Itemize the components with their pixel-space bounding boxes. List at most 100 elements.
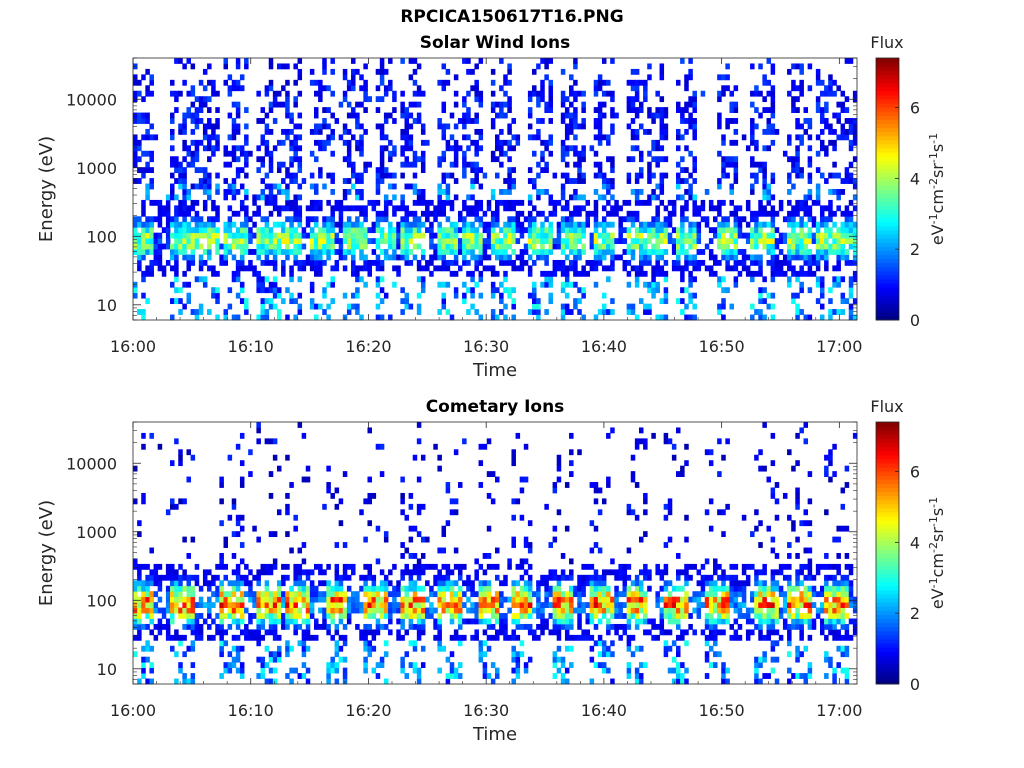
heatmap-cell — [511, 460, 516, 467]
heatmap-cell — [338, 205, 344, 212]
heatmap-cell — [544, 167, 549, 174]
heatmap-cell — [309, 303, 315, 310]
heatmap-cell — [141, 276, 146, 283]
heatmap-cell — [791, 254, 796, 261]
heatmap-cell — [819, 172, 825, 179]
heatmap-cell — [626, 281, 632, 288]
heatmap-cell — [593, 569, 599, 576]
heatmap-cell — [149, 547, 154, 554]
heatmap-cell — [420, 128, 426, 135]
heatmap-cell — [281, 618, 286, 625]
heatmap-cell — [207, 189, 212, 195]
heatmap-cell — [474, 118, 479, 124]
heatmap-cell — [511, 265, 516, 272]
heatmap-cell — [137, 79, 142, 86]
heatmap-cell — [322, 309, 327, 315]
heatmap-cell — [750, 303, 755, 310]
heatmap-cell — [363, 96, 368, 103]
heatmap-cell — [515, 238, 521, 244]
heatmap-cell — [593, 221, 599, 228]
heatmap-cell — [141, 596, 146, 603]
heatmap-cell — [375, 292, 381, 299]
heatmap-cell — [569, 618, 574, 625]
heatmap-cell — [355, 227, 360, 234]
heatmap-cell — [770, 90, 776, 97]
heatmap-cell — [844, 227, 850, 234]
heatmap-cell — [601, 607, 607, 614]
heatmap-cell — [363, 281, 368, 288]
heatmap-cell — [758, 292, 763, 299]
heatmap-cell — [647, 112, 652, 119]
heatmap-cell — [297, 194, 303, 201]
heatmap-cell — [511, 656, 516, 663]
heatmap-cell — [643, 85, 648, 92]
heatmap-cell — [314, 270, 319, 277]
heatmap-cell — [272, 629, 278, 636]
heatmap-cell — [400, 613, 405, 619]
heatmap-cell — [379, 227, 385, 234]
heatmap-cell — [383, 118, 389, 124]
heatmap-cell — [733, 101, 739, 108]
heatmap-cell — [811, 270, 817, 277]
heatmap-cell — [416, 613, 422, 619]
heatmap-cell — [178, 178, 183, 184]
heatmap-cell — [211, 574, 216, 581]
heatmap-cell — [680, 309, 685, 315]
heatmap-cell — [774, 210, 780, 217]
heatmap-cell — [519, 514, 525, 521]
heatmap-cell — [803, 194, 809, 201]
heatmap-cell — [634, 79, 640, 86]
heatmap-cell — [141, 118, 146, 124]
heatmap-cell — [342, 640, 348, 647]
heatmap-cell — [207, 613, 212, 619]
heatmap-cell — [532, 85, 537, 92]
heatmap-cell — [795, 167, 800, 174]
heatmap-cell — [523, 662, 529, 669]
heatmap-cell — [840, 292, 846, 299]
heatmap-cell — [737, 221, 743, 228]
heatmap-cell — [606, 139, 611, 146]
heatmap-cell — [252, 634, 257, 641]
heatmap-cell — [268, 618, 274, 625]
heatmap-cell — [276, 139, 282, 146]
heatmap-cell — [235, 101, 241, 108]
heatmap-cell — [235, 259, 241, 266]
heatmap-cell — [626, 199, 632, 206]
heatmap-cell — [597, 580, 603, 587]
heatmap-cell — [314, 265, 319, 272]
heatmap-cell — [527, 547, 533, 554]
heatmap-cell — [268, 569, 274, 576]
heatmap-cell — [433, 243, 438, 250]
heatmap-cell — [655, 221, 660, 228]
heatmap-cell — [198, 232, 204, 239]
heatmap-cell — [392, 602, 397, 608]
heatmap-cell — [330, 591, 335, 598]
heatmap-cell — [741, 216, 747, 223]
heatmap-cell — [186, 292, 191, 299]
heatmap-cell — [495, 673, 500, 679]
heatmap-cell — [589, 547, 595, 554]
heatmap-cell — [314, 139, 319, 146]
heatmap-cell — [684, 254, 689, 261]
heatmap-cell — [174, 259, 179, 266]
heatmap-cell — [507, 68, 512, 75]
heatmap-cell — [470, 238, 475, 244]
heatmap-cell — [647, 194, 652, 201]
heatmap-cell — [626, 156, 632, 163]
heatmap-cell — [799, 167, 804, 174]
heatmap-cell — [215, 591, 220, 598]
heatmap-cell — [272, 454, 278, 461]
heatmap-cell — [346, 613, 352, 619]
heatmap-cell — [836, 249, 841, 255]
heatmap-cell — [256, 210, 261, 217]
heatmap-cell — [564, 634, 570, 641]
heatmap-cell — [268, 531, 274, 538]
heatmap-cell — [573, 259, 578, 266]
heatmap-cell — [507, 183, 512, 190]
heatmap-cell — [560, 602, 566, 608]
heatmap-cell — [564, 178, 570, 184]
heatmap-cell — [318, 79, 323, 86]
heatmap-cell — [556, 585, 562, 592]
heatmap-cell — [548, 79, 553, 86]
heatmap-cell — [647, 281, 652, 288]
